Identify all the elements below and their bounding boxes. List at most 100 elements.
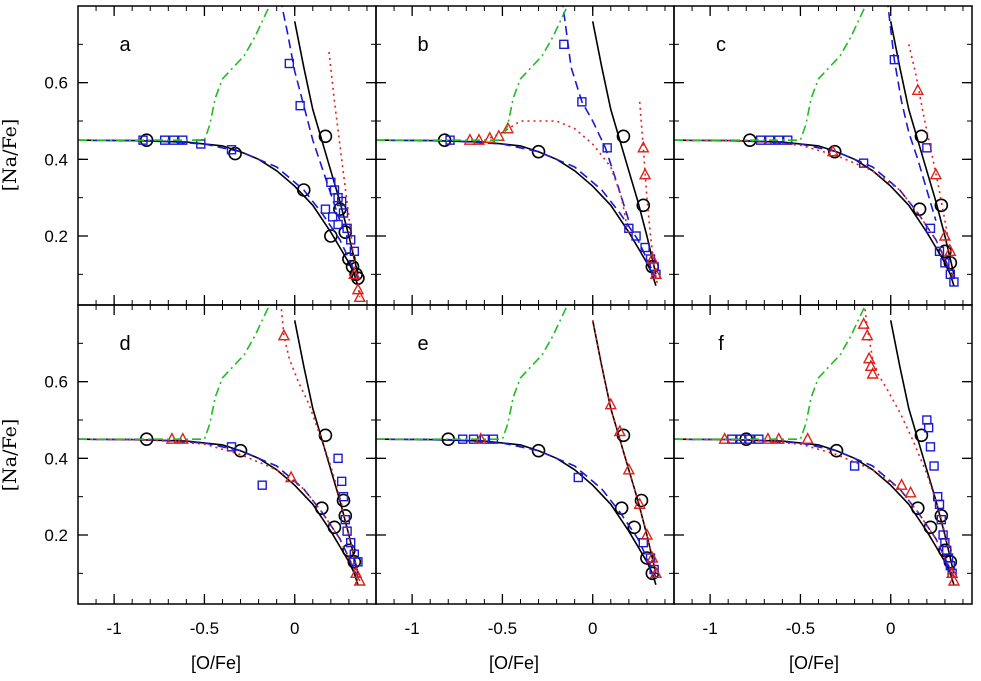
panel-e-series-blue-2 [376, 438, 657, 578]
panel-f-blue-point-2-8 [929, 461, 939, 471]
panel-f-blue-point-2-6 [923, 422, 934, 433]
panel-b-blue-point-3-2 [602, 143, 612, 153]
panel-c-blue-point-3-1 [922, 143, 932, 153]
panel-f-red-point-4-3 [864, 359, 878, 372]
panel-a-ytick-label-2: 0.6 [44, 74, 68, 93]
panel-f-black-point-0-2 [911, 501, 925, 515]
x-axis-title-right: [O/Fe] [789, 653, 839, 673]
panel-d [78, 305, 366, 586]
panel-f-red-point-4-2 [862, 351, 876, 364]
panel-b-series-green-6 [376, 6, 569, 141]
panel-b-red-point-5-0 [637, 140, 650, 153]
panel-a-blue-point-2-12 [336, 196, 347, 207]
panel-e-series-black-0 [376, 438, 657, 586]
panel-b-blue-point-3-1 [577, 97, 587, 107]
panel-f [674, 305, 961, 586]
panel-d-red-point-3-3 [349, 566, 363, 579]
panel-b-red-point-5-1 [638, 167, 652, 180]
panel-a-red-point-4-1 [351, 282, 365, 295]
panel-e-label: e [417, 333, 428, 355]
y-axis-title-bottom: [Na/Fe] [0, 419, 21, 492]
panel-b-black-point-1-0 [616, 129, 631, 144]
panel-a-ytick-label-1: 0.4 [44, 150, 68, 169]
panel-d-blue-point-2-9 [353, 557, 363, 567]
panel-e-black-point-0-3 [627, 520, 642, 535]
panel-c-series-black-0 [674, 139, 955, 287]
panel-f-blue-point-2-4 [849, 461, 860, 471]
panel-e [376, 305, 663, 586]
panel-d-blue-point-2-2 [333, 453, 343, 464]
panel-f-red-point-4-1 [861, 328, 874, 341]
panel-e-series-green-4 [376, 305, 569, 441]
panel-c [674, 6, 959, 287]
panel-e-xtick-label-2: 0 [588, 619, 597, 638]
panel-c-red-point-4-1 [938, 228, 952, 241]
panel-d-label: d [119, 333, 130, 355]
panel-a-blue-point-2-14 [342, 223, 352, 234]
panel-e-red-point-3-6 [646, 550, 659, 563]
panel-c-series-red-5 [908, 44, 953, 260]
panel-b-blue-point-2-2 [631, 231, 641, 241]
panel-a-black-point-1-0 [318, 129, 333, 144]
x-axis-title-middle: [O/Fe] [489, 653, 539, 673]
frame-layer: a 0.2 0.4 0.6 b c d 0.2 0.4 0.6 -1 -0.5 0 e -1 -0.5 0 f -1… [44, 5, 973, 638]
panel-e-red-point-3-3 [622, 462, 636, 475]
panel-b-blue-point-3-0 [559, 39, 569, 50]
panel-d-xtick-label-2: 0 [290, 619, 299, 638]
panel-c-black-point-0-3 [934, 198, 949, 213]
panel-f-red-point-3-5 [904, 485, 917, 498]
panel-b-red-point-4-4 [501, 121, 515, 134]
panel-f-black-point-0-3 [923, 520, 938, 535]
panel-c-blue-point-2-9 [949, 277, 959, 287]
panel-b-series-red-4 [484, 120, 630, 237]
panel-e-blue-point-2-4 [573, 472, 583, 483]
panel-a-series-blue-3 [281, 6, 341, 221]
panel-a-label: a [119, 34, 131, 56]
panel-d-red-point-3-2 [284, 470, 298, 483]
panel-c-series-blue-3 [887, 6, 937, 221]
panel-a-blue-point-2-8 [333, 219, 343, 230]
panel-f-series-blue-2 [674, 438, 955, 578]
panel-a-blue-point-2-5 [226, 145, 237, 155]
panel-a-series-green-5 [78, 6, 271, 141]
panel-e-black-point-1-1 [634, 493, 649, 508]
panel-d-black-point-0-3 [327, 520, 342, 535]
panel-b-red-point-5-3 [649, 267, 663, 280]
panel-b-series-black-1 [591, 21, 657, 275]
panel-f-black-point-1-0 [914, 428, 929, 443]
panel-f-black-point-0-1 [829, 443, 844, 458]
panel-a-blue-point-2-7 [327, 212, 338, 222]
panel-a-series-black-0 [78, 139, 359, 287]
panel-b-red-point-5-2 [646, 251, 659, 264]
panel-f-blue-point-2-11 [936, 514, 946, 525]
panel-f-red-point-4-0 [857, 317, 870, 329]
panel-b-blue-point-2-3 [640, 242, 650, 253]
panel-d-series-green-5 [78, 305, 271, 441]
panel-b-red-point-4-2 [483, 131, 496, 143]
panel-d-xtick-label-0: -1 [107, 619, 122, 638]
panel-c-series-black-1 [889, 21, 955, 275]
panel-c-red-point-4-2 [944, 244, 957, 257]
panel-f-label: f [718, 333, 724, 355]
panel-c-red-point-4-0 [826, 144, 840, 157]
panel-d-xtick-label-1: -0.5 [190, 619, 219, 638]
panel-e-xtick-label-0: -1 [405, 619, 420, 638]
panel-a-series-black-1 [293, 21, 359, 275]
panel-d-black-point-0-4 [336, 493, 351, 508]
panel-a-blue-point-2-6 [320, 204, 331, 214]
panel-e-series-red-3 [591, 320, 657, 574]
panel-c-red-point-5-0 [911, 83, 924, 96]
panel-a-blue-point-3-0 [284, 58, 295, 69]
panel-d-blue-point-2-3 [336, 476, 347, 487]
panel-e-red-point-3-7 [649, 566, 663, 579]
panel-d-red-point-4-0 [277, 328, 291, 341]
label-layer: [Na/Fe] [Na/Fe] [O/Fe] [O/Fe] [O/Fe] [0, 119, 839, 673]
panel-f-red-point-4-4 [866, 366, 879, 379]
panel-d-blue-point-2-7 [346, 537, 356, 548]
panel-c-black-point-0-1 [827, 144, 842, 159]
panel-a-black-point-0-2 [296, 183, 311, 197]
y-axis-title-top: [Na/Fe] [0, 119, 21, 192]
panel-b-series-black-0 [376, 139, 657, 287]
panel-b-series-blue-3 [562, 6, 630, 221]
